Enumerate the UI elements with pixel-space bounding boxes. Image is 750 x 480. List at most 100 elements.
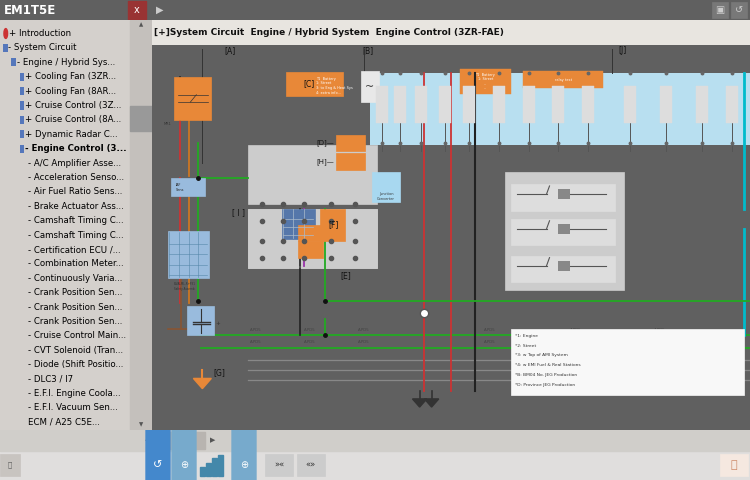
Circle shape xyxy=(232,0,256,480)
Bar xyxy=(200,467,205,476)
Text: [H]—: [H]— xyxy=(316,158,334,165)
Bar xyxy=(155,432,205,449)
Bar xyxy=(511,329,744,395)
Bar xyxy=(188,306,214,336)
Bar xyxy=(505,172,624,290)
Bar xyxy=(415,86,427,123)
Text: A-PD5: A-PD5 xyxy=(304,340,316,344)
Text: A-PD5: A-PD5 xyxy=(571,328,582,332)
Text: x: x xyxy=(134,5,140,15)
Bar xyxy=(298,225,323,241)
Text: [E]: [E] xyxy=(340,272,351,280)
Text: ◀: ◀ xyxy=(145,437,150,443)
Text: ECM / A25 C5E...: ECM / A25 C5E... xyxy=(28,418,100,427)
Text: A-PD5: A-PD5 xyxy=(358,328,370,332)
Bar xyxy=(439,86,451,123)
Text: »«: »« xyxy=(274,460,284,469)
Text: *4: w EMI Fuel & Real Stations: *4: w EMI Fuel & Real Stations xyxy=(515,363,581,367)
Text: MR1: MR1 xyxy=(164,122,171,126)
Text: T1  Battery
1: Street
3: to Eng & Heat Sys
4: extra info...: T1 Battery 1: Street 3: to Eng & Heat Sy… xyxy=(316,77,353,95)
Text: 💬: 💬 xyxy=(730,460,737,470)
Text: [G]: [G] xyxy=(213,369,225,378)
Bar xyxy=(720,454,748,476)
Text: + Dynamic Radar C...: + Dynamic Radar C... xyxy=(26,130,118,139)
Bar xyxy=(20,144,24,153)
Text: - Continuously Varia...: - Continuously Varia... xyxy=(28,274,122,283)
Bar xyxy=(493,86,505,123)
Text: A-PD5: A-PD5 xyxy=(654,328,666,332)
Bar xyxy=(130,20,152,430)
Bar xyxy=(553,86,565,123)
Bar xyxy=(265,454,293,476)
Text: - Crank Position Sen...: - Crank Position Sen... xyxy=(28,303,122,312)
Bar xyxy=(370,73,750,145)
Text: [A]: [A] xyxy=(224,47,236,55)
Bar xyxy=(174,77,211,120)
Bar xyxy=(336,153,364,169)
Bar xyxy=(511,219,615,245)
Bar xyxy=(20,130,24,138)
Text: *D: Province JEG Production: *D: Province JEG Production xyxy=(515,383,575,387)
Bar xyxy=(282,208,315,239)
Bar xyxy=(298,241,323,258)
Bar xyxy=(0,454,20,476)
Text: - Camshaft Timing C...: - Camshaft Timing C... xyxy=(28,216,124,225)
Text: A-PD5: A-PD5 xyxy=(251,340,262,344)
Text: «»: «» xyxy=(306,460,316,469)
Bar xyxy=(218,455,223,476)
Text: - Crank Position Sen...: - Crank Position Sen... xyxy=(28,288,122,297)
Text: IAF
Sens: IAF Sens xyxy=(176,183,184,192)
Text: - Brake Actuator Ass...: - Brake Actuator Ass... xyxy=(28,202,124,211)
Text: *1: Engine: *1: Engine xyxy=(515,334,538,338)
Bar xyxy=(624,86,636,123)
Text: [+]System Circuit  Engine / Hybrid System  Engine Control (3ZR-FAE): [+]System Circuit Engine / Hybrid System… xyxy=(154,28,504,37)
Bar xyxy=(3,44,8,52)
Polygon shape xyxy=(413,399,427,407)
Text: A-PD5: A-PD5 xyxy=(654,340,666,344)
Text: T1  Battery
1: Street
...
...: T1 Battery 1: Street ... ... xyxy=(476,72,496,90)
Text: [B]: [B] xyxy=(362,47,374,55)
Text: ▣: ▣ xyxy=(716,5,724,15)
Circle shape xyxy=(146,0,170,480)
Bar xyxy=(286,72,343,96)
Text: [F]: [F] xyxy=(328,220,339,229)
Polygon shape xyxy=(194,378,211,389)
Bar xyxy=(460,69,511,94)
Text: - Acceleration Senso...: - Acceleration Senso... xyxy=(28,173,124,182)
Polygon shape xyxy=(424,399,439,407)
Bar xyxy=(248,145,377,204)
Text: + Cooling Fan (3ZR...: + Cooling Fan (3ZR... xyxy=(26,72,116,81)
Text: ~: ~ xyxy=(365,82,374,92)
Bar xyxy=(248,208,377,268)
Text: A-PD5: A-PD5 xyxy=(304,328,316,332)
Bar xyxy=(11,58,16,66)
Text: [C]: [C] xyxy=(303,80,314,88)
Bar xyxy=(336,135,364,151)
Bar xyxy=(320,208,346,241)
Bar xyxy=(361,72,379,102)
Text: EM1T5E: EM1T5E xyxy=(4,3,56,17)
Bar xyxy=(463,86,475,123)
Bar xyxy=(206,463,211,476)
Text: ▼: ▼ xyxy=(139,422,143,428)
Text: [D]—: [D]— xyxy=(316,140,334,146)
Text: - E.F.I. Vacuum Sen...: - E.F.I. Vacuum Sen... xyxy=(28,404,118,412)
Bar xyxy=(523,86,535,123)
Text: ▲: ▲ xyxy=(139,22,143,27)
Bar xyxy=(248,208,377,268)
Text: ↺: ↺ xyxy=(153,460,163,470)
Text: A-PD5: A-PD5 xyxy=(484,328,495,332)
Text: - DLC3 / I7: - DLC3 / I7 xyxy=(28,375,74,384)
Text: *B: BM04 No. JEG Production: *B: BM04 No. JEG Production xyxy=(515,373,578,377)
Bar xyxy=(394,86,406,123)
Text: - Cruise Control Main...: - Cruise Control Main... xyxy=(28,332,126,340)
Bar xyxy=(0,430,750,451)
Text: [ I ]: [ I ] xyxy=(232,208,245,217)
Bar xyxy=(212,458,217,476)
Bar xyxy=(559,224,571,234)
Bar xyxy=(20,116,24,124)
Text: - Engine Control (3...: - Engine Control (3... xyxy=(26,144,127,153)
Bar xyxy=(511,184,615,211)
Bar xyxy=(583,86,595,123)
Bar xyxy=(726,86,738,123)
